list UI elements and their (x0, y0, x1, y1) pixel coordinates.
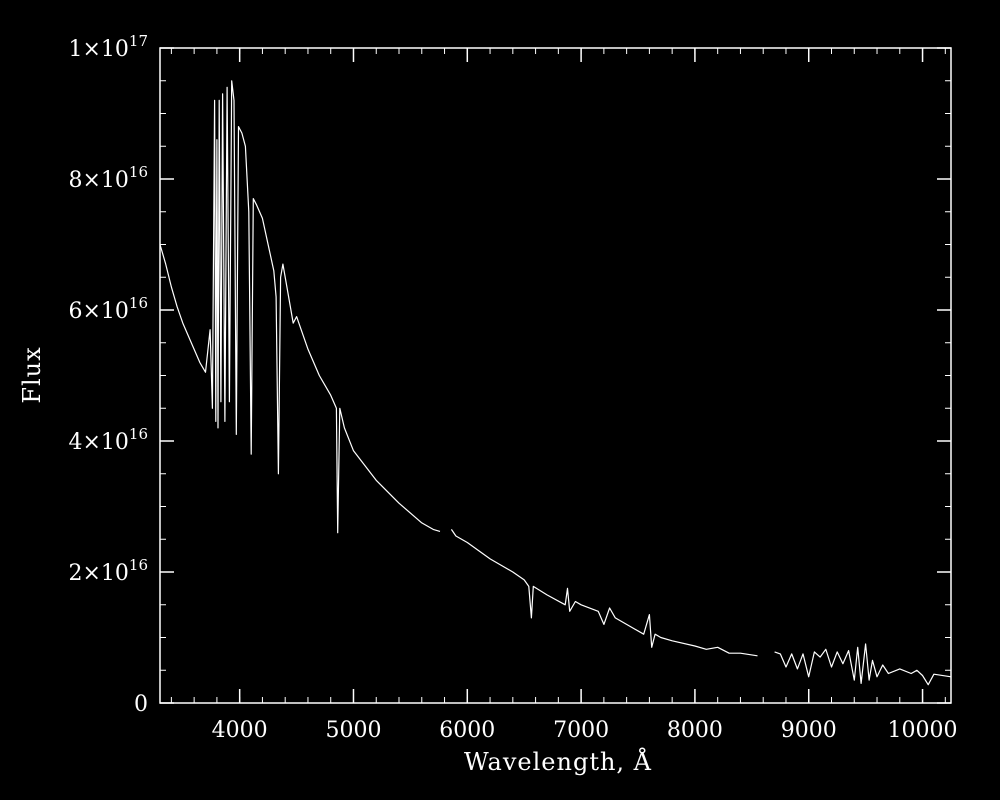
y-tick-exponent: 16 (129, 294, 148, 312)
spectrum-line-segment (159, 80, 441, 534)
y-tick-mantissa: 6×10 (68, 299, 128, 324)
y-tick-label: 0 (134, 692, 148, 717)
x-tick-label: 5000 (325, 718, 381, 743)
x-tick-label: 4000 (212, 718, 268, 743)
y-tick-label: 1×1017 (68, 32, 148, 62)
y-tick-mantissa: 8×10 (68, 168, 128, 193)
y-axis-title: Flux (18, 346, 46, 403)
axis-ticks (160, 47, 951, 704)
y-tick-mantissa: 4×10 (68, 430, 128, 455)
x-axis-title: Wavelength, Å (464, 747, 652, 776)
x-tick-label: 6000 (439, 718, 495, 743)
x-tick-label: 7000 (553, 718, 609, 743)
y-tick-label: 8×1016 (68, 163, 148, 193)
spectrum-series (159, 80, 952, 686)
y-tick-exponent: 17 (129, 32, 148, 50)
y-tick-mantissa: 1×10 (68, 37, 128, 62)
tick-labels: 4000 5000 6000 7000 8000 9000 1000002×10164×10… (68, 32, 957, 743)
x-tick-label: 10000 (888, 718, 958, 743)
y-tick-label: 2×1016 (68, 556, 148, 586)
plot-frame (159, 47, 952, 704)
x-tick-label: 8000 (667, 718, 723, 743)
y-tick-mantissa: 0 (134, 692, 148, 717)
y-tick-label: 4×1016 (68, 425, 148, 455)
y-tick-mantissa: 2×10 (68, 561, 128, 586)
spectrum-line-segment (774, 643, 952, 686)
y-tick-exponent: 16 (129, 425, 148, 443)
spectrum-line-segment (450, 529, 758, 657)
y-tick-exponent: 16 (129, 163, 148, 181)
y-tick-label: 6×1016 (68, 294, 148, 324)
y-tick-exponent: 16 (129, 556, 148, 574)
x-tick-label: 9000 (781, 718, 837, 743)
